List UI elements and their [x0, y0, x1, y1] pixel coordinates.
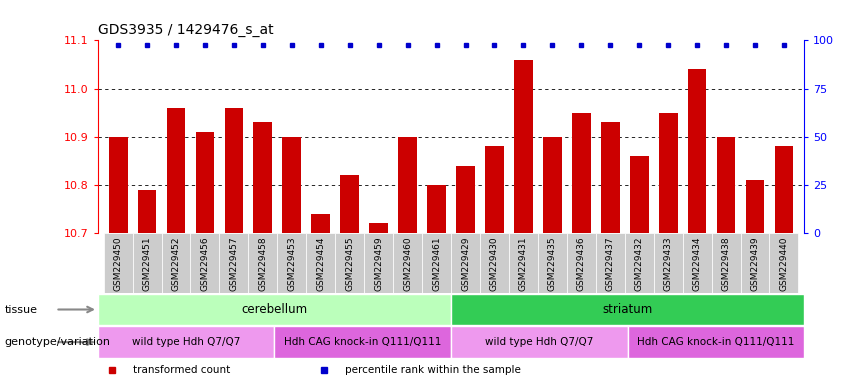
- Text: tissue: tissue: [4, 305, 37, 314]
- Text: GSM229461: GSM229461: [432, 236, 441, 291]
- Text: wild type Hdh Q7/Q7: wild type Hdh Q7/Q7: [132, 337, 240, 347]
- Bar: [774, 146, 793, 233]
- Text: striatum: striatum: [603, 303, 653, 316]
- Bar: [274, 326, 451, 358]
- Bar: [601, 122, 620, 233]
- Bar: [248, 233, 277, 293]
- Bar: [683, 233, 711, 293]
- Bar: [630, 156, 648, 233]
- Bar: [306, 233, 335, 293]
- Text: GSM229454: GSM229454: [317, 236, 325, 291]
- Bar: [427, 185, 446, 233]
- Bar: [627, 326, 804, 358]
- Bar: [717, 137, 735, 233]
- Bar: [711, 233, 740, 293]
- Bar: [369, 223, 388, 233]
- Text: transformed count: transformed count: [133, 365, 231, 375]
- Bar: [162, 233, 191, 293]
- Bar: [543, 137, 562, 233]
- Bar: [625, 233, 654, 293]
- Text: cerebellum: cerebellum: [242, 303, 307, 316]
- Text: GSM229452: GSM229452: [172, 236, 180, 291]
- Bar: [769, 233, 798, 293]
- Bar: [98, 326, 274, 358]
- Bar: [485, 146, 504, 233]
- Bar: [196, 132, 214, 233]
- Text: GSM229460: GSM229460: [403, 236, 412, 291]
- Text: GSM229437: GSM229437: [606, 236, 614, 291]
- Text: GSM229439: GSM229439: [751, 236, 759, 291]
- Bar: [567, 233, 596, 293]
- Text: percentile rank within the sample: percentile rank within the sample: [346, 365, 521, 375]
- Bar: [277, 233, 306, 293]
- Text: GSM229436: GSM229436: [577, 236, 585, 291]
- Text: wild type Hdh Q7/Q7: wild type Hdh Q7/Q7: [485, 337, 593, 347]
- Bar: [335, 233, 364, 293]
- Text: GSM229429: GSM229429: [461, 236, 470, 291]
- Bar: [254, 122, 272, 233]
- Bar: [451, 326, 627, 358]
- Bar: [364, 233, 393, 293]
- Bar: [509, 233, 538, 293]
- Bar: [340, 175, 359, 233]
- Text: GSM229431: GSM229431: [519, 236, 528, 291]
- Text: GSM229459: GSM229459: [374, 236, 383, 291]
- Bar: [740, 233, 769, 293]
- Text: Hdh CAG knock-in Q111/Q111: Hdh CAG knock-in Q111/Q111: [637, 337, 795, 347]
- Bar: [745, 180, 764, 233]
- Text: GSM229451: GSM229451: [143, 236, 151, 291]
- Bar: [311, 214, 330, 233]
- Bar: [138, 190, 157, 233]
- Text: GSM229458: GSM229458: [259, 236, 267, 291]
- Text: Hdh CAG knock-in Q111/Q111: Hdh CAG knock-in Q111/Q111: [284, 337, 442, 347]
- Text: genotype/variation: genotype/variation: [4, 337, 111, 347]
- Bar: [654, 233, 683, 293]
- Text: GSM229430: GSM229430: [490, 236, 499, 291]
- Bar: [398, 137, 417, 233]
- Bar: [456, 166, 475, 233]
- Text: GSM229453: GSM229453: [288, 236, 296, 291]
- Bar: [393, 233, 422, 293]
- Bar: [514, 60, 533, 233]
- Bar: [659, 113, 677, 233]
- Text: GSM229456: GSM229456: [201, 236, 209, 291]
- Bar: [451, 233, 480, 293]
- Bar: [538, 233, 567, 293]
- Text: GSM229432: GSM229432: [635, 236, 643, 291]
- Text: GSM229435: GSM229435: [548, 236, 557, 291]
- Bar: [109, 137, 128, 233]
- Bar: [133, 233, 162, 293]
- Bar: [596, 233, 625, 293]
- Bar: [422, 233, 451, 293]
- Text: GSM229450: GSM229450: [114, 236, 123, 291]
- Bar: [225, 108, 243, 233]
- Text: GSM229457: GSM229457: [230, 236, 238, 291]
- Bar: [283, 137, 301, 233]
- Text: GSM229434: GSM229434: [693, 236, 701, 291]
- Bar: [451, 294, 804, 325]
- Bar: [688, 69, 706, 233]
- Bar: [98, 294, 451, 325]
- Bar: [191, 233, 220, 293]
- Text: GSM229433: GSM229433: [664, 236, 672, 291]
- Bar: [104, 233, 133, 293]
- Bar: [572, 113, 591, 233]
- Bar: [480, 233, 509, 293]
- Text: GSM229440: GSM229440: [780, 236, 788, 291]
- Text: GSM229438: GSM229438: [722, 236, 730, 291]
- Bar: [220, 233, 248, 293]
- Text: GSM229455: GSM229455: [346, 236, 354, 291]
- Bar: [167, 108, 186, 233]
- Text: GDS3935 / 1429476_s_at: GDS3935 / 1429476_s_at: [98, 23, 273, 36]
